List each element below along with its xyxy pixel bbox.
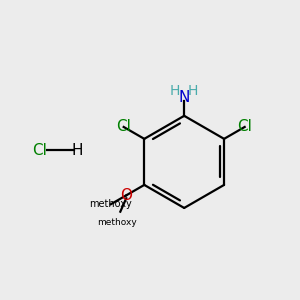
Text: Cl: Cl [237, 119, 252, 134]
Text: H: H [71, 142, 83, 158]
Text: N: N [178, 91, 190, 106]
Text: O: O [120, 188, 132, 203]
Text: methoxy: methoxy [98, 218, 137, 226]
Text: Cl: Cl [116, 119, 131, 134]
Text: Cl: Cl [33, 142, 47, 158]
Text: H: H [188, 84, 198, 98]
Text: methoxy: methoxy [89, 199, 132, 209]
Text: H: H [170, 84, 181, 98]
